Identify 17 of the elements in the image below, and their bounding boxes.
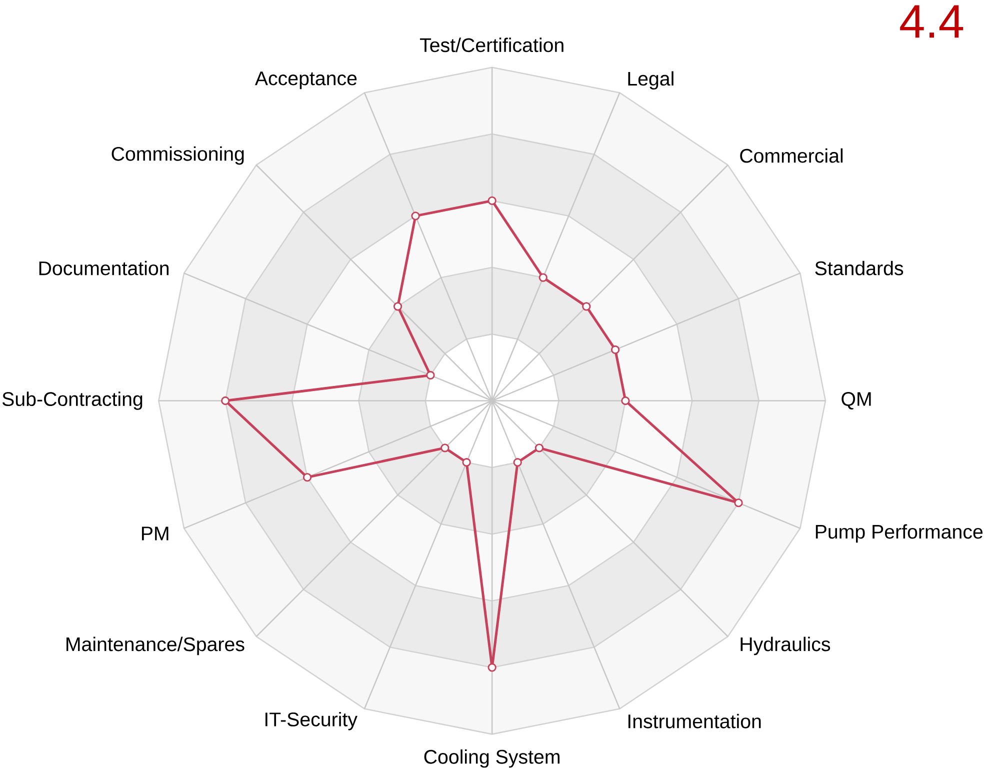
spoke-label: Hydraulics — [740, 636, 830, 655]
spoke-label: Commissioning — [112, 146, 244, 165]
spoke-label: QM — [842, 392, 871, 410]
spoke-label: Maintenance/Spares — [66, 636, 244, 655]
spoke-label: Instrumentation — [628, 714, 761, 728]
spoke-label: Cooling System — [424, 749, 560, 768]
spoke-label: Legal — [628, 71, 674, 90]
spoke-label: Standards — [815, 260, 904, 276]
text: 4.4 — [900, 5, 964, 38]
spoke-label: Documentation — [39, 260, 169, 276]
spoke-label: Sub-Contracting — [2, 391, 142, 410]
spoke-label: Pump Performance — [816, 524, 983, 542]
spoke-label: Test/Certification — [420, 38, 564, 52]
spoke-label: PM — [142, 526, 168, 540]
spoke-label: Acceptance — [254, 71, 357, 90]
spoke-label: Commercial — [740, 148, 843, 163]
spoke-label: IT-Security — [266, 712, 358, 730]
